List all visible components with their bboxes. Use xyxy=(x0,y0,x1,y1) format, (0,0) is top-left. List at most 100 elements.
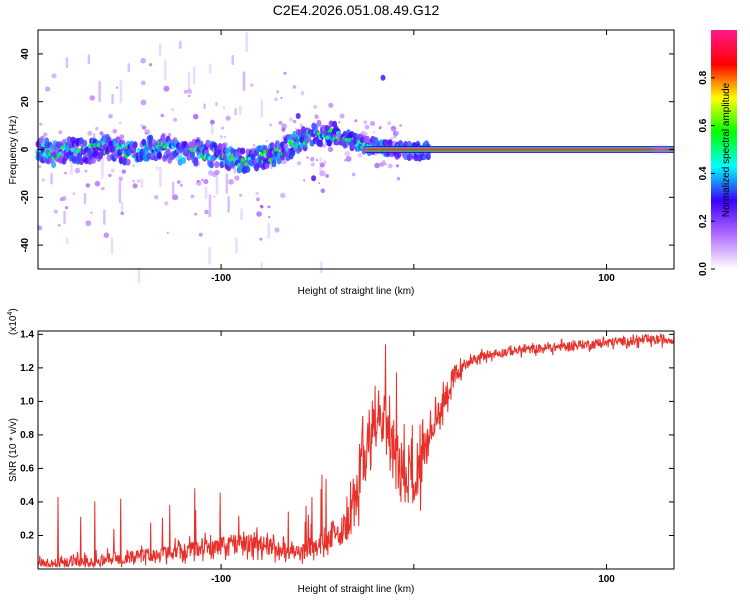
noise-dot xyxy=(220,126,225,130)
noise-dot xyxy=(210,195,212,198)
noise-dot xyxy=(370,121,375,126)
noise-dot xyxy=(132,180,135,183)
noise-dot xyxy=(149,63,153,67)
trace-peak xyxy=(259,152,264,157)
noise-dot xyxy=(72,192,76,196)
noise-dot xyxy=(140,99,147,106)
noise-dot xyxy=(38,165,42,169)
noise-streak xyxy=(235,237,238,254)
trace-blob xyxy=(193,158,199,165)
snr-scale-label: (x104) xyxy=(7,308,19,335)
noise-dot xyxy=(259,204,263,208)
trace-blob xyxy=(125,158,131,166)
noise-dot xyxy=(265,140,268,143)
snr-xtick-label: -100 xyxy=(211,574,231,585)
colorbar-tick-label: 0.6 xyxy=(698,118,709,132)
trace-blob xyxy=(77,152,83,160)
spectrogram-ytick-label: 0 xyxy=(20,146,31,152)
noise-dot xyxy=(203,178,209,185)
snr-background xyxy=(38,331,674,569)
noise-streak xyxy=(215,101,218,107)
noise-dot xyxy=(43,132,48,137)
noise-streak xyxy=(140,179,144,188)
noise-dot xyxy=(295,127,297,130)
noise-streak xyxy=(204,186,208,200)
noise-dot xyxy=(41,178,45,182)
trace-peak xyxy=(207,156,212,161)
noise-dot xyxy=(313,105,318,109)
noise-dot xyxy=(351,172,356,177)
noise-dot xyxy=(120,211,124,215)
noise-dot xyxy=(328,102,334,108)
noise-dot xyxy=(201,178,204,182)
noise-streak xyxy=(119,79,123,104)
trace-blob xyxy=(132,141,138,149)
tone-end-glow xyxy=(646,143,675,156)
noise-dot xyxy=(166,231,169,234)
snr-series-line xyxy=(37,332,675,569)
noise-dot xyxy=(192,113,199,120)
trace-blob xyxy=(65,145,70,153)
noise-streak xyxy=(179,40,182,49)
noise-streak xyxy=(238,105,242,115)
noise-dot xyxy=(365,132,368,136)
trace-blob xyxy=(318,140,324,148)
trace-blob xyxy=(165,148,171,156)
noise-dot xyxy=(281,127,286,132)
noise-streak xyxy=(215,173,219,195)
noise-dot xyxy=(306,156,309,159)
noise-dot xyxy=(315,158,319,162)
snr-ytick-label: 1.0 xyxy=(20,396,34,407)
trace-peak xyxy=(60,145,65,150)
noise-dot xyxy=(176,180,181,184)
noise-dot xyxy=(379,162,385,167)
noise-streak xyxy=(137,267,141,284)
noise-dot xyxy=(188,94,191,98)
noise-dot xyxy=(390,125,397,132)
noise-streak xyxy=(320,261,323,274)
noise-streak xyxy=(245,32,248,52)
noise-dot xyxy=(280,96,283,99)
noise-dot xyxy=(45,86,51,92)
trace-outlier xyxy=(311,175,317,182)
noise-dot xyxy=(61,196,67,201)
trace-blob xyxy=(51,161,57,169)
trace-blob xyxy=(276,157,282,165)
noise-dot xyxy=(87,130,93,136)
noise-dot xyxy=(95,126,99,131)
noise-dot xyxy=(103,232,110,238)
noise-dot xyxy=(325,174,329,178)
noise-dot xyxy=(108,173,112,178)
snr-ytick-label: 1.4 xyxy=(20,329,34,340)
noise-dot xyxy=(213,195,216,198)
noise-dot xyxy=(364,124,370,130)
trace-blob xyxy=(217,143,223,150)
noise-streak xyxy=(208,247,211,265)
trace-peak xyxy=(178,155,183,160)
spectrogram-panel: -100 100 -40 -20 0 20 40 Height of straight l… xyxy=(8,29,675,297)
noise-streak xyxy=(50,172,53,185)
noise-dot xyxy=(319,162,325,168)
colorbar-tick-label: 0.2 xyxy=(698,214,709,228)
noise-dot xyxy=(292,119,297,124)
noise-dot xyxy=(259,237,263,241)
noise-streak xyxy=(209,63,212,74)
noise-dot xyxy=(393,134,397,139)
colorbar: 0.0 0.2 0.4 0.6 0.8 Normalized spectral ampl… xyxy=(698,30,737,276)
noise-dot xyxy=(396,177,401,181)
trace-blob xyxy=(214,161,220,169)
trace-blob xyxy=(245,165,251,173)
noise-dot xyxy=(204,209,209,215)
noise-dot xyxy=(163,85,170,92)
noise-streak xyxy=(208,194,212,217)
noise-dot xyxy=(255,197,260,202)
noise-dot xyxy=(283,71,287,75)
noise-streak xyxy=(66,237,69,245)
spectrogram-xlabel: Height of straight line (km) xyxy=(298,286,415,297)
noise-dot xyxy=(53,209,58,214)
noise-dot xyxy=(278,120,283,125)
noise-streak xyxy=(83,193,87,205)
spectrogram-ytick-label: 20 xyxy=(20,96,31,108)
snr-frame xyxy=(37,330,675,570)
noise-dot xyxy=(160,113,165,118)
